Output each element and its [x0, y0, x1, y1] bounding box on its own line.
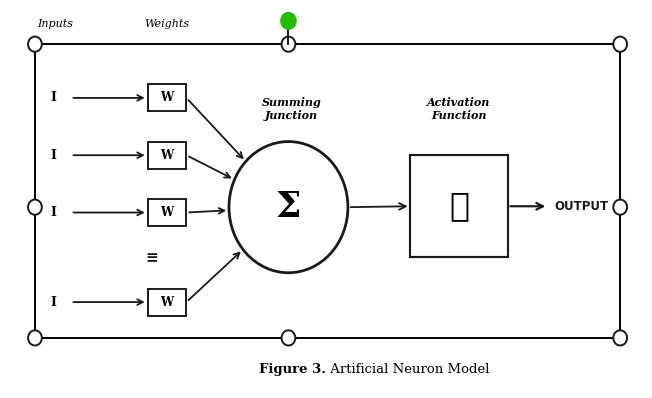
Ellipse shape [28, 199, 42, 215]
Text: Σ: Σ [276, 190, 301, 224]
Ellipse shape [229, 142, 348, 273]
Bar [147, 199, 186, 226]
Ellipse shape [614, 330, 627, 345]
Text: W: W [160, 296, 173, 308]
Bar [147, 84, 186, 111]
Bar [411, 155, 507, 257]
Text: W: W [160, 206, 173, 219]
Text: ≡: ≡ [145, 250, 158, 265]
Ellipse shape [282, 37, 295, 52]
Text: Artificial Neuron Model: Artificial Neuron Model [326, 363, 490, 375]
Text: OUTPUT: OUTPUT [554, 200, 608, 213]
Text: I: I [51, 206, 57, 219]
Bar [147, 142, 186, 169]
Text: Weights: Weights [144, 20, 189, 29]
Text: W: W [160, 92, 173, 104]
Ellipse shape [28, 330, 42, 345]
Text: Inputs: Inputs [38, 20, 74, 29]
Ellipse shape [614, 37, 627, 52]
Bar [35, 44, 620, 338]
Text: Activation
Function: Activation Function [427, 97, 491, 121]
Ellipse shape [281, 13, 296, 29]
Text: Summing
Junction: Summing Junction [261, 97, 321, 121]
Text: ℓ: ℓ [449, 190, 469, 222]
Bar [147, 289, 186, 316]
Ellipse shape [28, 37, 42, 52]
Text: W: W [160, 149, 173, 162]
Ellipse shape [282, 330, 295, 345]
Text: I: I [51, 149, 57, 162]
Text: I: I [51, 296, 57, 308]
Text: I: I [51, 92, 57, 104]
Text: Figure 3.: Figure 3. [259, 363, 326, 375]
Ellipse shape [614, 199, 627, 215]
